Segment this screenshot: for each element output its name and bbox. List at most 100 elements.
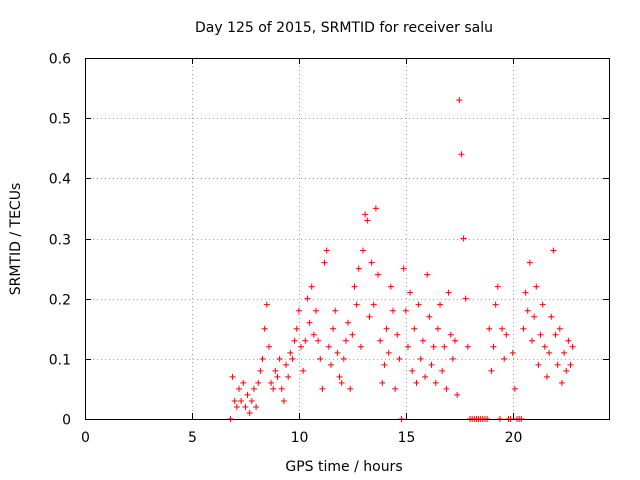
data-point bbox=[492, 301, 499, 308]
data-point bbox=[235, 385, 242, 392]
data-point bbox=[426, 313, 433, 320]
data-point bbox=[253, 403, 260, 410]
data-point bbox=[441, 343, 448, 350]
y-tick-label: 0.5 bbox=[49, 112, 71, 128]
data-point bbox=[293, 325, 300, 332]
data-point bbox=[345, 319, 352, 326]
data-point bbox=[255, 379, 262, 386]
data-point bbox=[259, 355, 266, 362]
data-point bbox=[417, 355, 424, 362]
data-point bbox=[460, 235, 467, 242]
data-point bbox=[409, 367, 416, 374]
x-tick-label: 10 bbox=[291, 430, 309, 446]
data-point bbox=[511, 385, 518, 392]
data-point bbox=[274, 373, 281, 380]
x-tick-label: 5 bbox=[188, 430, 197, 446]
data-point bbox=[285, 373, 292, 380]
data-point bbox=[389, 307, 396, 314]
data-point bbox=[490, 343, 497, 350]
data-point bbox=[415, 301, 422, 308]
data-point bbox=[509, 349, 516, 356]
data-point bbox=[370, 301, 377, 308]
data-point bbox=[364, 217, 371, 224]
data-point bbox=[287, 349, 294, 356]
data-point bbox=[531, 313, 538, 320]
data-point bbox=[381, 361, 388, 368]
data-point bbox=[424, 271, 431, 278]
data-point bbox=[563, 367, 570, 374]
data-point bbox=[432, 379, 439, 386]
data-point bbox=[526, 259, 533, 266]
data-point bbox=[539, 301, 546, 308]
data-point bbox=[355, 265, 362, 272]
data-point bbox=[462, 295, 469, 302]
data-point bbox=[319, 385, 326, 392]
data-point bbox=[419, 337, 426, 344]
data-point bbox=[327, 361, 334, 368]
data-point bbox=[270, 385, 277, 392]
data-point bbox=[394, 331, 401, 338]
data-point bbox=[434, 325, 441, 332]
data-point bbox=[422, 373, 429, 380]
data-point bbox=[246, 409, 253, 416]
data-point bbox=[501, 355, 508, 362]
data-point bbox=[456, 97, 463, 104]
x-tick-label: 20 bbox=[505, 430, 523, 446]
data-point bbox=[396, 355, 403, 362]
data-point bbox=[310, 331, 317, 338]
data-point bbox=[231, 397, 238, 404]
data-point bbox=[362, 211, 369, 218]
data-point bbox=[452, 337, 459, 344]
data-point bbox=[546, 349, 553, 356]
y-tick-labels: 0 0.1 0.2 0.3 0.4 0.5 0.6 bbox=[49, 52, 71, 429]
data-point bbox=[342, 337, 349, 344]
data-point bbox=[353, 301, 360, 308]
data-point bbox=[464, 343, 471, 350]
axis-ticks bbox=[85, 58, 609, 420]
data-point bbox=[520, 325, 527, 332]
data-point bbox=[283, 361, 290, 368]
data-point bbox=[272, 367, 279, 374]
data-point bbox=[306, 319, 313, 326]
data-point bbox=[250, 385, 257, 392]
data-point bbox=[238, 397, 245, 404]
data-point bbox=[347, 385, 354, 392]
data-point bbox=[569, 343, 576, 350]
x-tick-label: 15 bbox=[398, 430, 416, 446]
data-point bbox=[430, 343, 437, 350]
data-point bbox=[263, 301, 270, 308]
data-point bbox=[439, 367, 446, 374]
data-point bbox=[411, 325, 418, 332]
data-point bbox=[522, 289, 529, 296]
data-point bbox=[375, 271, 382, 278]
data-point bbox=[244, 391, 251, 398]
data-point bbox=[443, 385, 450, 392]
data-point bbox=[334, 349, 341, 356]
data-point bbox=[541, 343, 548, 350]
data-point bbox=[304, 295, 311, 302]
data-points bbox=[227, 97, 576, 422]
chart-title: Day 125 of 2015, SRMTID for receiver sal… bbox=[195, 20, 493, 36]
data-point bbox=[280, 397, 287, 404]
data-point bbox=[565, 337, 572, 344]
data-point bbox=[312, 307, 319, 314]
data-point bbox=[503, 331, 510, 338]
data-point bbox=[372, 205, 379, 212]
data-point bbox=[494, 283, 501, 290]
x-tick-label: 0 bbox=[81, 430, 90, 446]
data-point bbox=[407, 289, 414, 296]
data-point bbox=[552, 331, 559, 338]
data-point bbox=[550, 247, 557, 254]
data-point bbox=[524, 307, 531, 314]
data-point bbox=[268, 379, 275, 386]
data-point bbox=[437, 301, 444, 308]
data-point bbox=[561, 349, 568, 356]
data-point bbox=[357, 343, 364, 350]
x-axis-label: GPS time / hours bbox=[285, 459, 402, 475]
data-point bbox=[240, 379, 247, 386]
data-point bbox=[323, 247, 330, 254]
data-point bbox=[278, 385, 285, 392]
data-point bbox=[413, 379, 420, 386]
data-point bbox=[338, 379, 345, 386]
